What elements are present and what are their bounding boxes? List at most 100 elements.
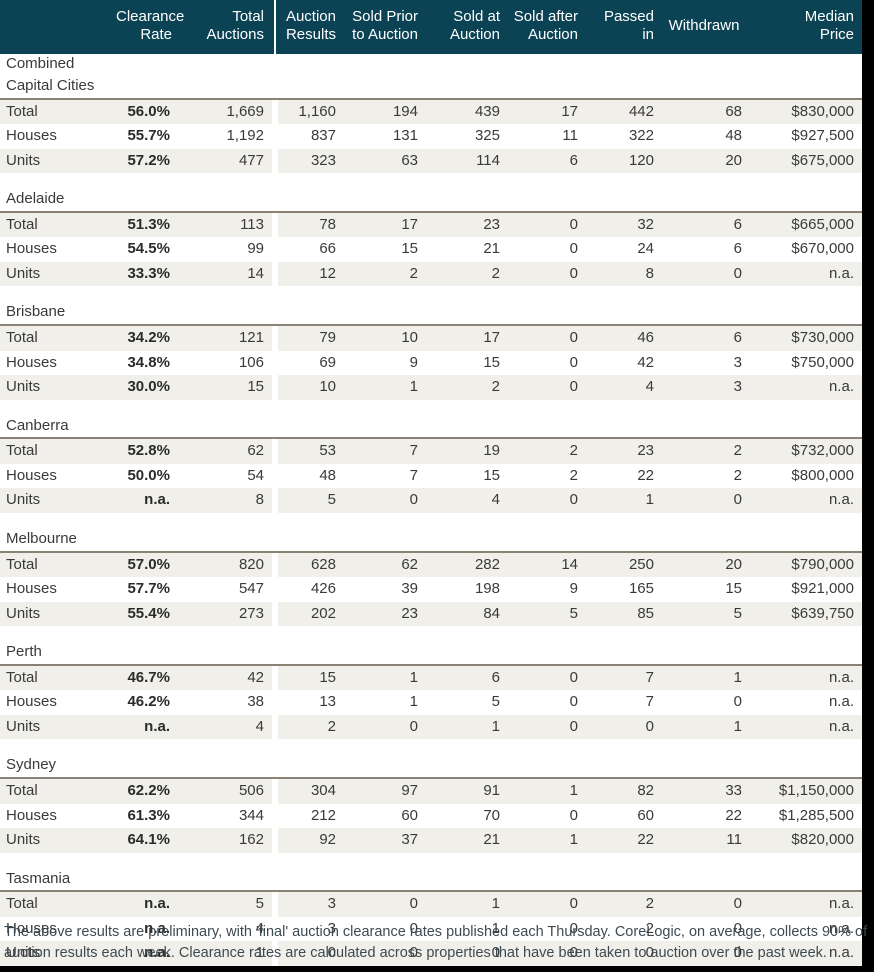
cell-withdrawn: 0 <box>662 916 750 942</box>
section-spacer-cell <box>0 173 862 189</box>
column-header-line-2: Price <box>819 26 854 43</box>
cell-clearance-rate: 33.3% <box>112 261 180 287</box>
cell-median-price: $927,500 <box>750 124 862 149</box>
cell-withdrawn: 6 <box>662 237 750 262</box>
cell-median-price: $1,285,500 <box>750 803 862 828</box>
column-header-line-2: Auction <box>527 26 578 43</box>
cell-sold-at-auction: 19 <box>426 437 508 464</box>
cell-median-price: n.a. <box>750 663 862 691</box>
cell-total-auctions: 38 <box>180 690 272 715</box>
cell-auction-results: 1,160 <box>278 97 344 124</box>
cell-sold-prior-to-auction: 0 <box>344 916 426 942</box>
cell-clearance-rate: 46.7% <box>112 663 180 691</box>
table-row: Houses 54.5% 99 66 15 21 0 24 6 $670,000 <box>0 237 862 262</box>
cell-sold-prior-to-auction: 0 <box>344 890 426 917</box>
cell-sold-prior-to-auction: 17 <box>344 210 426 238</box>
cell-passed-in: 23 <box>586 437 662 464</box>
cell-median-price: n.a. <box>750 890 862 917</box>
cell-clearance-rate: 46.2% <box>112 690 180 715</box>
cell-total-auctions: 547 <box>180 577 272 602</box>
cell-clearance-rate: 34.2% <box>112 324 180 351</box>
cell-sold-after-auction: 6 <box>508 148 586 173</box>
table-body: Combined Capital Cities Total 56.0% 1,669 1,1… <box>0 54 862 966</box>
cell-sold-prior-to-auction: 62 <box>344 550 426 577</box>
section-spacer <box>0 852 862 869</box>
table-row: Units 33.3% 14 12 2 2 0 8 0 n.a. <box>0 261 862 287</box>
cell-withdrawn: 6 <box>662 210 750 238</box>
cell-withdrawn: 2 <box>662 437 750 464</box>
column-header-total-auctions: Total Auctions <box>180 0 272 54</box>
cell-sold-after-auction: 14 <box>508 550 586 577</box>
column-header-line-1: Sold Prior <box>352 8 418 26</box>
section-title-row: Sydney <box>0 755 862 778</box>
cell-clearance-rate: n.a. <box>112 916 180 942</box>
section-title-brisbane: Brisbane <box>0 302 862 325</box>
row-label-houses: Houses <box>0 690 112 715</box>
row-column-divider <box>272 210 278 238</box>
row-column-divider <box>272 803 278 828</box>
cell-withdrawn: 0 <box>662 488 750 513</box>
cell-auction-results: 3 <box>278 916 344 942</box>
cell-passed-in: 4 <box>586 375 662 400</box>
column-header-line-2: Results <box>285 26 336 43</box>
cell-passed-in: 442 <box>586 97 662 124</box>
cell-median-price: $830,000 <box>750 97 862 124</box>
cell-passed-in: 0 <box>586 941 662 966</box>
row-column-divider <box>272 437 278 464</box>
cell-sold-at-auction: 70 <box>426 803 508 828</box>
row-column-divider <box>272 148 278 173</box>
cell-sold-after-auction: 0 <box>508 210 586 238</box>
row-column-divider <box>272 350 278 375</box>
section-title-row: Tasmania <box>0 868 862 892</box>
cell-clearance-rate: 57.2% <box>112 148 180 173</box>
section-spacer-cell <box>0 286 862 303</box>
cell-passed-in: 24 <box>586 237 662 262</box>
cell-withdrawn: 0 <box>662 261 750 287</box>
column-header-withdrawn: Withdrawn <box>662 0 750 54</box>
cell-withdrawn: 68 <box>662 97 750 124</box>
row-label-total: Total <box>0 97 112 124</box>
section-title-row: Perth <box>0 642 862 665</box>
cell-clearance-rate: n.a. <box>112 488 180 513</box>
cell-sold-at-auction: 1 <box>426 714 508 740</box>
section-title-sydney: Sydney <box>0 755 862 778</box>
section-spacer <box>0 512 862 529</box>
section-title-combined: Combined <box>0 54 862 76</box>
cell-clearance-rate: 56.0% <box>112 97 180 124</box>
cell-auction-results: 92 <box>278 828 344 853</box>
cell-median-price: n.a. <box>750 941 862 966</box>
cell-sold-prior-to-auction: 9 <box>344 350 426 375</box>
table-row: Houses 50.0% 54 48 7 15 2 22 2 $800,000 <box>0 463 862 489</box>
cell-sold-prior-to-auction: 2 <box>344 261 426 287</box>
cell-median-price: $639,750 <box>750 601 862 626</box>
section-title-row: Capital Cities <box>0 75 862 99</box>
cell-sold-prior-to-auction: 7 <box>344 437 426 464</box>
cell-sold-at-auction: 2 <box>426 375 508 400</box>
cell-sold-prior-to-auction: 10 <box>344 324 426 351</box>
cell-clearance-rate: n.a. <box>112 714 180 740</box>
cell-withdrawn: 0 <box>662 690 750 715</box>
cell-sold-prior-to-auction: 23 <box>344 601 426 626</box>
cell-total-auctions: 1,669 <box>180 97 272 124</box>
cell-total-auctions: 42 <box>180 663 272 691</box>
cell-sold-prior-to-auction: 97 <box>344 777 426 804</box>
row-column-divider <box>272 550 278 577</box>
cell-auction-results: 79 <box>278 324 344 351</box>
section-title-row: Melbourne <box>0 528 862 552</box>
cell-sold-at-auction: 282 <box>426 550 508 577</box>
cell-median-price: n.a. <box>750 375 862 400</box>
cell-sold-after-auction: 0 <box>508 714 586 740</box>
table-row: Total 51.3% 113 78 17 23 0 32 6 $665,000 <box>0 210 862 238</box>
cell-auction-results: 53 <box>278 437 344 464</box>
cell-total-auctions: 4 <box>180 916 272 942</box>
cell-withdrawn: 33 <box>662 777 750 804</box>
cell-sold-at-auction: 17 <box>426 324 508 351</box>
vertical-divider-line <box>274 0 276 54</box>
cell-median-price: n.a. <box>750 261 862 287</box>
cell-passed-in: 2 <box>586 890 662 917</box>
cell-withdrawn: 15 <box>662 577 750 602</box>
cell-clearance-rate: 55.7% <box>112 124 180 149</box>
column-header-line-2: in <box>642 26 654 43</box>
cell-clearance-rate: 55.4% <box>112 601 180 626</box>
